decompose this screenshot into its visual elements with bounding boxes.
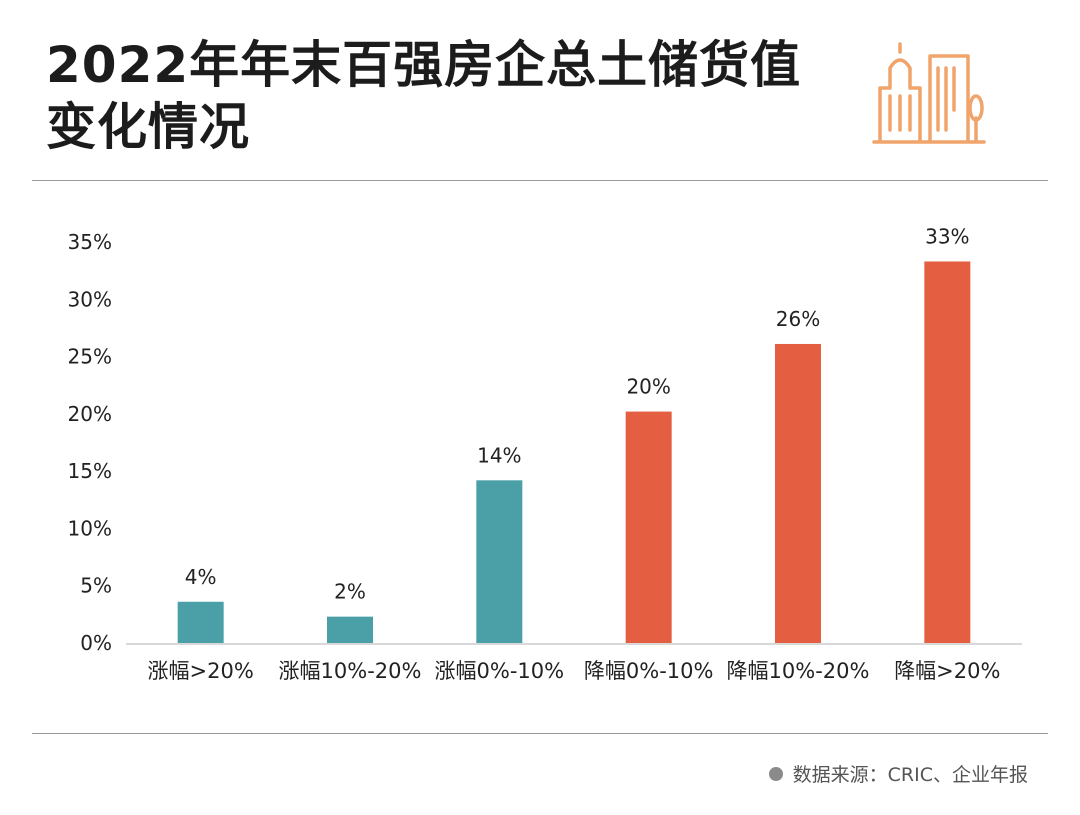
footer-divider [32, 733, 1048, 734]
bar [625, 411, 672, 643]
y-tick-label: 30% [68, 287, 112, 311]
bar [924, 261, 971, 643]
source-text: 数据来源：CRIC、企业年报 [792, 764, 1028, 786]
bar-chart: 0%5%10%15%20%25%30%35% 4%2%14%20%26%33% … [68, 224, 1022, 683]
bar [775, 343, 821, 643]
data-labels-group: 4% 2% 14% 20% 26% 33% [185, 224, 970, 603]
x-axis: 涨幅>20% 涨幅10%-20% 涨幅0%-10% 降幅0%-10% 降幅10%-20%… [126, 643, 1022, 683]
source-note: 数据来源：CRIC、企业年报 [768, 760, 1028, 787]
bars-group [177, 261, 971, 643]
y-tick-label: 0% [80, 631, 112, 655]
bar [476, 480, 523, 643]
header-divider [32, 180, 1048, 181]
x-tick-label: 降幅0%-10% [584, 659, 714, 683]
x-tick-label: 降幅>20% [894, 659, 1000, 683]
y-tick-label: 15% [68, 459, 112, 483]
y-axis: 0% 5% 10% 15% 20% 25% 30% 35% [68, 230, 112, 655]
dot-icon [768, 766, 783, 781]
y-tick-label: 25% [68, 345, 112, 369]
y-tick-label: 35% [68, 230, 112, 254]
bar [177, 601, 224, 643]
data-label: 33% [925, 224, 969, 248]
data-label: 14% [477, 443, 521, 467]
bar [327, 616, 373, 643]
y-tick-label: 10% [68, 516, 112, 540]
data-label: 26% [776, 307, 820, 331]
x-tick-label: 降幅10%-20% [727, 659, 870, 683]
city-buildings-icon [872, 42, 986, 144]
x-tick-label: 涨幅>20% [148, 659, 254, 683]
data-label: 4% [185, 565, 217, 589]
page-title: 2022年年末百强房企总土储货值 变化情况 [46, 34, 846, 158]
y-tick-label: 5% [80, 574, 112, 598]
y-tick-label: 20% [68, 402, 112, 426]
data-label: 20% [626, 375, 670, 399]
title-line-2: 变化情况 [46, 98, 250, 156]
x-tick-label: 涨幅10%-20% [279, 659, 422, 683]
x-tick-label: 涨幅0%-10% [435, 659, 565, 683]
title-line-1: 2022年年末百强房企总土储货值 [46, 36, 802, 94]
data-label: 2% [334, 580, 366, 604]
